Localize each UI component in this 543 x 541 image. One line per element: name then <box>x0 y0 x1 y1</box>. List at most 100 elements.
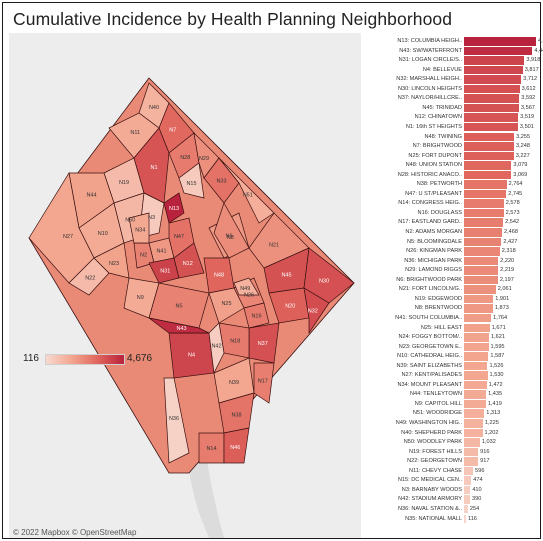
bar[interactable] <box>464 438 480 447</box>
map-region[interactable] <box>178 162 205 199</box>
map-region[interactable] <box>133 127 170 204</box>
bar-row[interactable]: N14: CONGRESS HEIG.. 2,578 <box>361 198 541 209</box>
bar[interactable] <box>464 103 519 113</box>
bar-row[interactable]: N15: DC MEDICAL CEN.. 474 <box>361 475 541 486</box>
bar-row[interactable]: N21: FORT LINCOLN/G.. 2,061 <box>361 284 541 295</box>
bar-row[interactable]: N29: LAMOND RIGGS 2,219 <box>361 265 541 276</box>
bar-row[interactable]: N26: KINGMAN PARK 2,318 <box>361 246 541 257</box>
bar[interactable] <box>464 304 493 313</box>
bar-row[interactable]: N31: LOGAN CIRCLE/S.. 3,918 <box>361 55 541 66</box>
bar[interactable] <box>464 256 499 266</box>
bar[interactable] <box>464 514 466 523</box>
bar-row[interactable]: N1: 16th ST HEIGHTS 3,501 <box>361 122 541 133</box>
bar[interactable] <box>464 228 502 237</box>
bar[interactable] <box>464 361 488 371</box>
bar[interactable] <box>464 390 487 399</box>
bar[interactable] <box>464 46 533 56</box>
bar-row[interactable]: N35: NATIONAL MALL 116 <box>361 514 541 525</box>
bar-row[interactable]: N25: HILL EAST 1,671 <box>361 323 541 334</box>
bar-row[interactable]: N23: GEORGETOWN E.. 1,595 <box>361 342 541 353</box>
bar[interactable] <box>464 75 522 84</box>
map-region[interactable] <box>218 157 275 224</box>
bar-row[interactable]: N13: COLUMBIA HEIGH.. 4,676 <box>361 36 543 47</box>
bar[interactable] <box>464 189 507 199</box>
bar-row[interactable]: N28: HISTORIC ANACO.. 3,069 <box>361 170 541 181</box>
bar-row[interactable]: N24: FOGGY BOTTOM/.. 1,621 <box>361 332 541 343</box>
bar-row[interactable]: N19: FOREST HILLS 916 <box>361 447 541 458</box>
bar-row[interactable]: N37: NAYLOR/HILLCRE.. 3,592 <box>361 93 541 104</box>
bar-row[interactable]: N4: BELLEVUE 3,817 <box>361 65 541 76</box>
bar-row[interactable]: N27: KENT/PALISADES 1,530 <box>361 370 541 381</box>
map-attribution[interactable]: © 2022 Mapbox © OpenStreetMap <box>13 528 137 537</box>
map-region[interactable] <box>213 202 250 259</box>
bar-row[interactable]: N17: EASTLAND GARD.. 2,542 <box>361 217 541 228</box>
map-region[interactable] <box>163 192 185 224</box>
bar-row[interactable]: N48: TWINING 3,255 <box>361 132 541 143</box>
bar[interactable] <box>464 495 470 504</box>
bar[interactable] <box>464 485 471 495</box>
neighborhood-regions[interactable] <box>28 77 355 474</box>
bar[interactable] <box>464 266 499 275</box>
map-region[interactable] <box>233 277 260 296</box>
bar-row[interactable]: N34: MOUNT PLEASANT 1,472 <box>361 380 541 391</box>
bar[interactable] <box>464 37 536 46</box>
bar-row[interactable]: N22: GEORGETOWN 917 <box>361 456 541 467</box>
map-region[interactable] <box>208 287 245 324</box>
map-region[interactable] <box>253 362 275 404</box>
bar[interactable] <box>464 237 502 247</box>
bar[interactable] <box>464 56 525 65</box>
bar-row[interactable]: N3: BARNABY WOODS 410 <box>361 485 541 496</box>
bar[interactable] <box>464 419 483 428</box>
bar-row[interactable]: N36: NAVAL STATION &.. 254 <box>361 504 541 515</box>
bar[interactable] <box>464 180 507 189</box>
bar[interactable] <box>464 113 519 122</box>
bar-row[interactable]: N9: CAPITOL HILL 1,419 <box>361 399 541 410</box>
map-region[interactable] <box>223 427 250 464</box>
bar[interactable] <box>464 170 512 180</box>
bar-row[interactable]: N45: TRINIDAD 3,567 <box>361 103 541 114</box>
bar[interactable] <box>464 447 479 457</box>
bar[interactable] <box>464 409 485 418</box>
choropleth-map[interactable]: N40 N7 N11 N19 N44 N1 N28 N29 N10 N50 N3 N13 N15 N33 N… <box>9 33 361 538</box>
bar-row[interactable]: N51: WOODRIDGE 1,313 <box>361 408 541 419</box>
map-region[interactable] <box>243 302 270 329</box>
bar[interactable] <box>464 371 488 380</box>
map-region[interactable] <box>128 212 150 244</box>
bar-row[interactable]: N32: MARSHALL HEIGH.. 3,712 <box>361 74 541 85</box>
map-region[interactable] <box>303 287 330 335</box>
bar[interactable] <box>464 218 504 227</box>
bar[interactable] <box>464 323 490 332</box>
bar[interactable] <box>464 504 468 514</box>
bar-row[interactable]: N12: CHINATOWN 3,519 <box>361 112 541 123</box>
map-region[interactable] <box>28 172 95 284</box>
bar-row[interactable]: N10: CATHEDRAL HEIG.. 1,587 <box>361 351 541 362</box>
bar[interactable] <box>464 122 518 132</box>
bar-row[interactable]: N30: LINCOLN HEIGHTS 3,612 <box>361 84 541 95</box>
bar-row[interactable]: N5: BLOOMINGDALE 2,427 <box>361 237 541 248</box>
bar-row[interactable]: N16: DOUGLASS 2,573 <box>361 208 541 219</box>
bar[interactable] <box>464 65 523 75</box>
bar-row[interactable]: N7: BRIGHTWOOD 3,248 <box>361 141 541 152</box>
bar-row[interactable]: N38: PETWORTH 2,764 <box>361 179 541 190</box>
bar[interactable] <box>464 94 520 103</box>
bar[interactable] <box>464 142 514 151</box>
bar[interactable] <box>464 342 489 352</box>
bar-row[interactable]: N49: WASHINGTON HIG.. 1,225 <box>361 418 541 429</box>
bar-row[interactable]: N44: TENLEYTOWN 1,435 <box>361 389 541 400</box>
map-svg[interactable]: N40 N7 N11 N19 N44 N1 N28 N29 N10 N50 N3 N13 N15 N33 N… <box>9 33 361 538</box>
bar[interactable] <box>464 247 500 256</box>
bar-row[interactable]: N36: MICHIGAN PARK 2,220 <box>361 256 541 267</box>
bar-row[interactable]: N39: SAINT ELIZABETHS 1,526 <box>361 361 541 372</box>
map-region[interactable] <box>208 322 225 375</box>
bar[interactable] <box>464 476 472 485</box>
bar[interactable] <box>464 466 474 476</box>
bar-row[interactable]: N41: SOUTH COLUMBIA.. 1,764 <box>361 313 541 324</box>
bar[interactable] <box>464 285 496 294</box>
bar[interactable] <box>464 380 487 390</box>
bar[interactable] <box>464 399 486 409</box>
bar[interactable] <box>464 352 489 361</box>
map-region[interactable] <box>173 242 205 279</box>
bar[interactable] <box>464 275 498 285</box>
bar[interactable] <box>464 84 520 94</box>
bar-row[interactable]: N50: WOODLEY PARK 1,032 <box>361 437 541 448</box>
